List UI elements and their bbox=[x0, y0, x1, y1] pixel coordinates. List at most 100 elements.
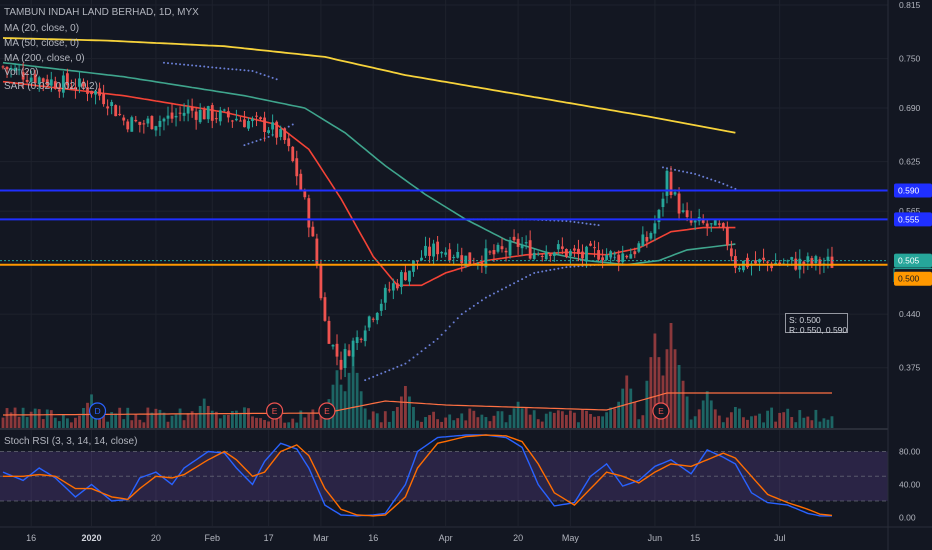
candle-body bbox=[436, 241, 440, 255]
candle-body bbox=[468, 252, 472, 265]
candle-body bbox=[37, 77, 41, 85]
candle-body bbox=[524, 242, 528, 244]
volume-bar bbox=[122, 419, 126, 428]
candle-body bbox=[283, 128, 287, 141]
candle-body bbox=[102, 93, 106, 105]
candle-body bbox=[661, 198, 665, 208]
sar-dot bbox=[529, 274, 532, 276]
volume-bar bbox=[98, 411, 101, 428]
sar-dot bbox=[533, 271, 536, 274]
volume-bar bbox=[560, 411, 564, 428]
sar-dot bbox=[211, 66, 214, 69]
event-marker-label: E bbox=[272, 406, 278, 416]
volume-bar bbox=[291, 418, 295, 428]
sar-dot bbox=[480, 299, 483, 302]
candle-body bbox=[814, 256, 818, 264]
volume-bar bbox=[589, 413, 592, 428]
event-marker-label: E bbox=[324, 406, 330, 416]
candle-body bbox=[673, 192, 677, 195]
volume-bar bbox=[1, 417, 5, 428]
sar-dot bbox=[275, 78, 278, 81]
candle-body bbox=[830, 256, 834, 268]
volume-bar bbox=[444, 417, 448, 428]
volume-bar bbox=[383, 411, 387, 428]
volume-bar bbox=[154, 408, 158, 428]
volume-bar bbox=[822, 418, 826, 428]
candle-body bbox=[766, 261, 769, 263]
candle-body bbox=[391, 283, 395, 291]
legend-sar[interactable]: SAR (0.02, 0.02, 0.2) bbox=[4, 81, 98, 92]
volume-bar bbox=[303, 417, 307, 428]
candle-body bbox=[532, 252, 536, 259]
candle-body bbox=[637, 243, 641, 252]
volume-bar bbox=[319, 407, 323, 428]
sar-dot bbox=[428, 344, 431, 347]
candle-body bbox=[319, 265, 323, 299]
candle-body bbox=[74, 87, 77, 90]
candle-body bbox=[5, 66, 9, 70]
sar-dot bbox=[392, 367, 395, 370]
volume-bar bbox=[629, 388, 633, 428]
volume-bar bbox=[283, 422, 287, 428]
volume-bar bbox=[41, 419, 45, 428]
volume-bar bbox=[420, 421, 423, 428]
volume-bar bbox=[218, 418, 222, 428]
legend-ma20[interactable]: MA (20, close, 0) bbox=[4, 23, 80, 34]
event-marker-label: E bbox=[658, 406, 664, 416]
candle-body bbox=[597, 250, 600, 260]
sar-dot bbox=[569, 220, 572, 223]
candle-body bbox=[512, 236, 516, 241]
volume-bar bbox=[609, 407, 613, 428]
volume-bar bbox=[255, 417, 258, 428]
legend-ma200[interactable]: MA (200, close, 0) bbox=[4, 53, 85, 64]
volume-bar bbox=[733, 407, 737, 428]
volume-bar bbox=[275, 418, 279, 428]
sar-dot bbox=[565, 266, 568, 269]
sar-dot bbox=[231, 68, 234, 71]
candle-body bbox=[746, 257, 749, 268]
candle-body bbox=[395, 283, 399, 289]
candle-body bbox=[259, 117, 262, 120]
volume-bar bbox=[625, 375, 629, 428]
candle-body bbox=[713, 220, 717, 226]
sar-dot bbox=[263, 74, 266, 77]
volume-bar bbox=[267, 421, 271, 428]
volume-bar bbox=[387, 421, 391, 428]
volume-bar bbox=[25, 417, 29, 428]
sar-dot bbox=[674, 168, 677, 171]
candle-body bbox=[693, 220, 697, 223]
event-marker-label: D bbox=[94, 406, 100, 416]
sar-dot bbox=[456, 317, 459, 320]
legend-stoch-rsi[interactable]: Stoch RSI (3, 3, 14, 14, close) bbox=[4, 436, 138, 447]
candle-body bbox=[601, 257, 605, 261]
horizontal-levels bbox=[0, 189, 888, 266]
legend-vol[interactable]: Vol (20) bbox=[4, 67, 39, 78]
volume-bar bbox=[504, 422, 508, 428]
sar-dot bbox=[730, 186, 733, 189]
candle-body bbox=[90, 90, 93, 95]
volume-bar bbox=[528, 414, 532, 428]
volume-bar bbox=[617, 401, 621, 428]
volume-bar bbox=[476, 417, 480, 428]
price-tag-last: 0.505 bbox=[898, 256, 920, 266]
volume-bar bbox=[9, 412, 13, 428]
volume-bar bbox=[524, 407, 528, 428]
sar-dot bbox=[517, 280, 520, 283]
volume-bar bbox=[118, 407, 122, 428]
candle-body bbox=[327, 320, 331, 344]
volume-bar bbox=[416, 420, 419, 428]
candle-body bbox=[444, 252, 448, 255]
sar-dot bbox=[372, 375, 375, 378]
candle-body bbox=[311, 226, 315, 237]
candle-body bbox=[206, 106, 210, 120]
sar-dot bbox=[557, 267, 560, 270]
sar-dot bbox=[384, 370, 387, 373]
legend-ma50[interactable]: MA (50, close, 0) bbox=[4, 38, 80, 49]
sar-dot bbox=[364, 379, 367, 382]
volume-bar bbox=[685, 396, 689, 428]
candle-body bbox=[625, 255, 629, 258]
sar-dot bbox=[251, 69, 254, 72]
candle-body bbox=[375, 312, 379, 321]
